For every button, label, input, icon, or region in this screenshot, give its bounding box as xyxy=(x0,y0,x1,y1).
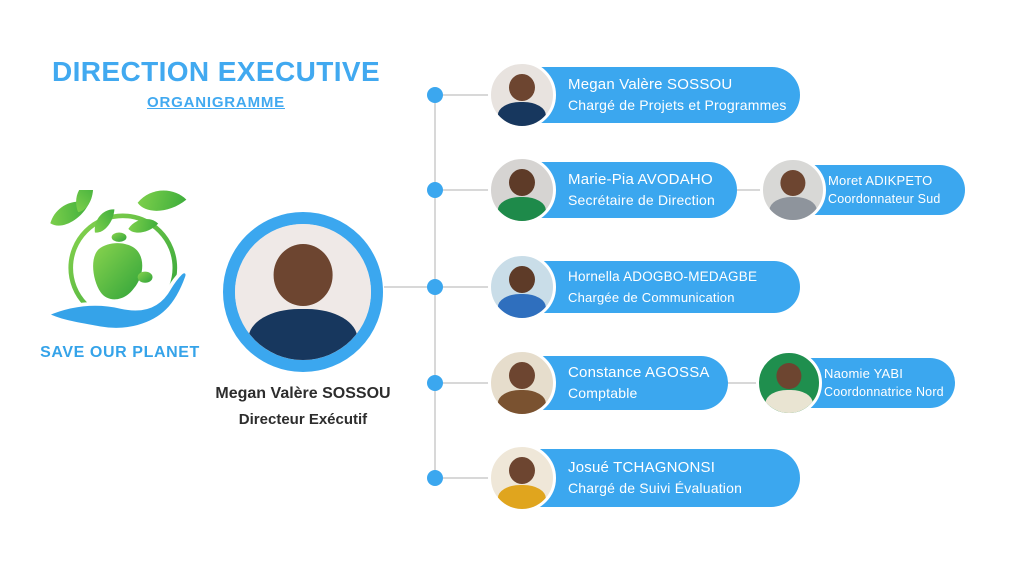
connector-dot-5 xyxy=(427,470,443,486)
member-name: Megan Valère SOSSOU xyxy=(568,76,733,93)
connector-stub-row1 xyxy=(443,94,489,96)
earth-continents xyxy=(93,232,153,300)
director-role: Directeur Exécutif xyxy=(238,411,368,428)
page-subtitle: ORGANIGRAMME xyxy=(147,94,285,111)
member-role: Chargée de Communication xyxy=(568,290,735,305)
connector-dot-4 xyxy=(427,375,443,391)
org-row-coordonnateur-sud: Moret ADIKPETO Coordonnateur Sud xyxy=(760,156,972,224)
logo-text: SAVE OUR PLANET xyxy=(40,344,200,361)
connector-director-stub xyxy=(384,286,434,288)
org-row-communication: Hornella ADOGBO-MEDAGBE Chargée de Commu… xyxy=(488,253,818,321)
connector-dot-3 xyxy=(427,279,443,295)
member-name: Hornella ADOGBO-MEDAGBE xyxy=(568,269,758,284)
connector-dot-2 xyxy=(427,182,443,198)
member-name: Marie-Pia AVODAHO xyxy=(568,171,713,188)
director-caption: Megan Valère SOSSOU Directeur Exécutif xyxy=(190,381,416,433)
connector-stub-sub1 xyxy=(737,189,765,191)
member-name: Moret ADIKPETO xyxy=(828,173,933,188)
director-photo xyxy=(223,212,383,372)
member-photo xyxy=(760,157,826,223)
member-photo xyxy=(756,350,822,416)
org-row-projets: Megan Valère SOSSOU Chargé de Projets et… xyxy=(488,61,818,129)
org-row-secretaire: Marie-Pia AVODAHO Secrétaire de Directio… xyxy=(488,156,818,224)
save-our-planet-icon xyxy=(42,190,190,332)
member-name: Naomie YABI xyxy=(824,366,904,381)
director-avatar xyxy=(235,224,371,360)
member-role: Coordonnatrice Nord xyxy=(824,385,944,399)
organization-logo: SAVE OUR PLANET xyxy=(26,190,214,362)
org-row-suivi-evaluation: Josué TCHAGNONSI Chargé de Suivi Évaluat… xyxy=(488,444,818,512)
connector-stub-sub2 xyxy=(728,382,760,384)
member-name: Constance AGOSSA xyxy=(568,364,710,381)
page-title: DIRECTION EXECUTIVE xyxy=(51,56,381,87)
hand-icon xyxy=(42,269,190,332)
org-row-comptable: Constance AGOSSA Comptable xyxy=(488,349,818,417)
member-name: Josué TCHAGNONSI xyxy=(568,459,716,476)
member-pill: Megan Valère SOSSOU Chargé de Projets et… xyxy=(506,67,800,123)
member-role: Secrétaire de Direction xyxy=(568,192,715,208)
member-role: Chargé de Suivi Évaluation xyxy=(568,480,743,496)
member-photo xyxy=(488,253,556,321)
director-name: Megan Valère SOSSOU xyxy=(215,385,391,402)
member-role: Comptable xyxy=(568,385,638,401)
connector-stub-row2 xyxy=(443,189,489,191)
member-role: Chargé de Projets et Programmes xyxy=(568,97,787,113)
connector-stub-row5 xyxy=(443,477,489,479)
member-photo xyxy=(488,61,556,129)
member-photo xyxy=(488,156,556,224)
member-photo xyxy=(488,349,556,417)
member-photo xyxy=(488,444,556,512)
member-role: Coordonnateur Sud xyxy=(828,192,941,206)
connector-stub-row3 xyxy=(443,286,489,288)
connector-stub-row4 xyxy=(443,382,489,384)
page-header: DIRECTION EXECUTIVE ORGANIGRAMME xyxy=(48,56,384,111)
leaf-icons xyxy=(50,190,187,233)
connector-dot-1 xyxy=(427,87,443,103)
org-row-coordonnatrice-nord: Naomie YABI Coordonnatrice Nord xyxy=(756,349,968,417)
